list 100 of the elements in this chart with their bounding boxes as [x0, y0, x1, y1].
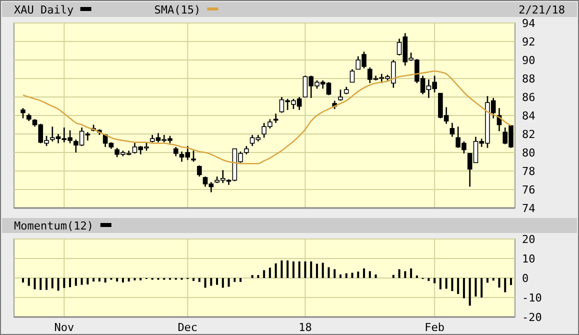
- x-tick-label: Nov: [54, 321, 74, 334]
- bar: [257, 275, 260, 278]
- bar: [251, 275, 254, 278]
- bar: [228, 278, 230, 287]
- bar: [198, 278, 200, 282]
- bar: [304, 261, 306, 278]
- y-tick-label: 92: [522, 35, 536, 48]
- bar: [292, 261, 294, 278]
- bar: [416, 275, 418, 278]
- bar: [74, 278, 77, 286]
- candlestick: [338, 88, 343, 102]
- bar: [92, 278, 95, 282]
- bar: [498, 278, 500, 288]
- y-tick-label: 86: [522, 90, 536, 104]
- bar: [357, 272, 360, 278]
- bar: [428, 278, 430, 281]
- bar: [104, 278, 106, 282]
- bar: [374, 274, 377, 278]
- y-tick-label: 80: [522, 146, 536, 160]
- x-tick-label: Feb: [424, 321, 445, 334]
- bar: [40, 278, 42, 290]
- y-tick-label: 78: [522, 164, 536, 178]
- bar: [51, 278, 54, 288]
- bar: [486, 278, 488, 283]
- y-tick-label: 10: [522, 252, 536, 266]
- bar: [368, 271, 371, 278]
- bar: [122, 278, 124, 282]
- y-tick-label: 0: [522, 272, 529, 285]
- bar: [334, 269, 336, 278]
- bar: [363, 268, 366, 278]
- bar: [434, 278, 436, 284]
- y-tick-label: 20: [522, 232, 536, 246]
- y-tick-label: -20: [522, 310, 542, 324]
- bar: [192, 278, 195, 281]
- bar: [210, 278, 212, 286]
- bar: [63, 278, 66, 288]
- bar: [351, 272, 354, 278]
- bar: [128, 278, 130, 282]
- bar: [462, 278, 465, 298]
- bar: [234, 278, 236, 282]
- bar: [69, 278, 72, 288]
- y-tick-label: 84: [522, 109, 536, 122]
- bar: [468, 278, 471, 306]
- y-tick-label: 74: [522, 202, 536, 215]
- bar: [410, 268, 412, 278]
- bar: [298, 261, 300, 278]
- candlestick: [350, 68, 355, 83]
- y-tick-label: 90: [522, 54, 536, 67]
- bar: [116, 278, 118, 282]
- bar: [339, 274, 342, 278]
- bar: [57, 278, 60, 291]
- bar: [274, 263, 277, 278]
- bar: [398, 269, 400, 278]
- candlestick: [191, 150, 196, 162]
- bar: [345, 273, 348, 278]
- bar: [316, 264, 318, 278]
- x-tick-label: Dec: [178, 321, 198, 334]
- bar: [451, 278, 454, 292]
- candlestick: [173, 146, 178, 157]
- y-tick-label: 94: [522, 16, 536, 30]
- candlestick: [450, 122, 455, 138]
- bar: [510, 278, 512, 286]
- bar: [404, 271, 406, 278]
- bar: [439, 278, 442, 290]
- text: 2/21/18: [518, 4, 565, 16]
- bar: [286, 260, 289, 278]
- bar: [268, 268, 271, 278]
- bar: [392, 274, 394, 278]
- bar: [445, 278, 448, 289]
- bar: [280, 260, 283, 278]
- bar: [328, 267, 330, 278]
- bar: [457, 278, 460, 294]
- candlestick: [20, 107, 26, 119]
- legend-label: XAU Daily: [14, 4, 74, 16]
- bar: [263, 270, 266, 278]
- bar: [98, 278, 100, 282]
- candlestick: [196, 164, 202, 178]
- bar: [28, 278, 30, 286]
- y-tick-label: 82: [522, 128, 536, 141]
- bar: [80, 278, 83, 285]
- bar: [204, 278, 206, 288]
- y-tick-label: -10: [522, 291, 542, 304]
- bar: [46, 278, 48, 290]
- y-tick-label: 88: [522, 72, 536, 86]
- x-tick-label: 18: [298, 321, 312, 334]
- bar: [222, 278, 224, 288]
- bar: [240, 278, 242, 282]
- legend-label: SMA(15): [154, 4, 201, 16]
- bar: [216, 278, 218, 285]
- bar: [86, 278, 89, 284]
- bar: [322, 262, 324, 278]
- bar: [34, 278, 36, 290]
- legend-label: Momentum(12): [14, 220, 94, 232]
- bar: [504, 278, 506, 292]
- bar: [310, 261, 312, 278]
- y-tick-label: 76: [522, 183, 536, 196]
- bar: [492, 278, 494, 281]
- bar: [474, 278, 477, 297]
- bar: [22, 278, 24, 282]
- bar: [480, 278, 483, 298]
